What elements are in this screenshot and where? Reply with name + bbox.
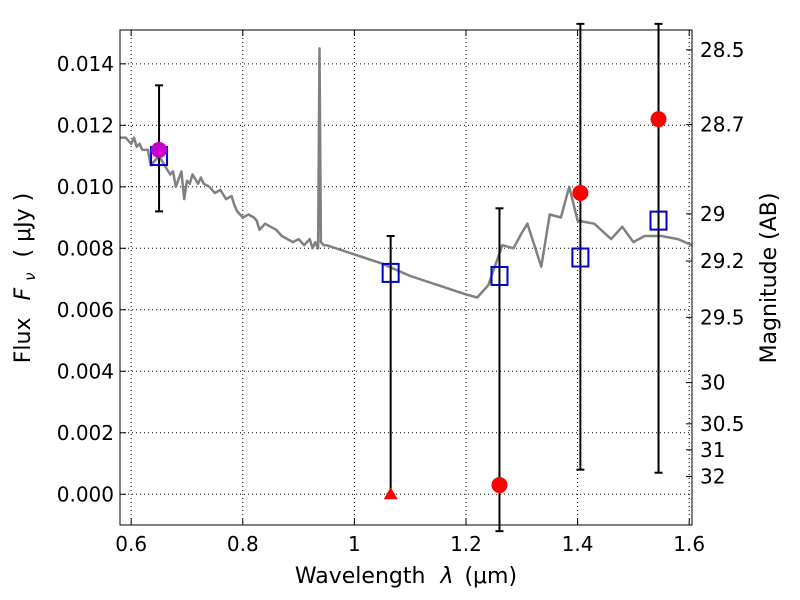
observed-upper-limit-marker	[383, 487, 398, 500]
mag-tick-label: 29	[700, 202, 725, 226]
y-tick-label: 0.012	[57, 113, 114, 137]
mag-tick-label: 28.7	[700, 113, 745, 137]
x-axis-label-text: Wavelength	[295, 564, 426, 589]
mag-tick-label: 30.5	[700, 412, 745, 436]
y-axis-label-subscript: ν	[21, 272, 39, 280]
x-tick-label: 1.2	[450, 532, 482, 556]
x-tick-label: 0.8	[227, 532, 259, 556]
y-tick-label: 0.002	[57, 421, 114, 445]
highlight-point	[151, 141, 168, 158]
x-tick-label: 0.6	[115, 532, 147, 556]
mag-tick-label: 30	[700, 371, 725, 395]
mag-tick-label: 28.5	[700, 38, 745, 62]
x-tick-label: 1	[348, 532, 361, 556]
x-tick-label: 1.4	[562, 532, 594, 556]
data-layer	[120, 47, 692, 299]
y-tick-label: 0.014	[57, 52, 114, 76]
model-spectrum-line	[120, 47, 692, 299]
mag-tick-label: 29.5	[700, 305, 745, 329]
y-tick-label: 0.010	[57, 175, 114, 199]
x-axis-label: Wavelength λ (μm)	[295, 564, 517, 589]
y-tick-label: 0.000	[57, 482, 114, 506]
y-axis-label: Flux F ν ( μJy )	[11, 193, 41, 363]
mag-tick-label: 32	[700, 465, 725, 489]
y-tick-label: 0.008	[57, 236, 114, 260]
plot-frame	[119, 29, 693, 526]
tick-marks: 0.6 0.8 1 1.2 1.4 1.6 0.000 0.002 0.004 0.006 0.00…	[57, 30, 745, 556]
model-band-marker	[490, 265, 509, 286]
y-axis-label-unit: ( μJy )	[11, 193, 36, 258]
y-tick-label: 0.006	[57, 298, 114, 322]
observed-point	[572, 184, 589, 201]
observed-point	[650, 111, 667, 128]
model-band-marker	[571, 247, 590, 268]
x-tick-label: 1.6	[673, 532, 705, 556]
mag-tick-label: 31	[700, 438, 725, 462]
model-band-marker	[649, 210, 668, 231]
x-axis-label-symbol: λ	[439, 564, 453, 589]
y2-axis-label: Magnitude (AB)	[757, 193, 782, 364]
y-axis-label-text: Flux	[11, 317, 36, 363]
mag-tick-label: 29.2	[700, 249, 745, 273]
error-bars	[150, 22, 668, 533]
y-axis-label-symbol: F	[11, 287, 36, 300]
observed-point	[491, 477, 508, 494]
model-band-marker	[381, 262, 400, 283]
x-axis-label-unit: (μm)	[464, 564, 517, 589]
y-tick-label: 0.004	[57, 359, 114, 383]
grid-lines	[120, 30, 692, 525]
